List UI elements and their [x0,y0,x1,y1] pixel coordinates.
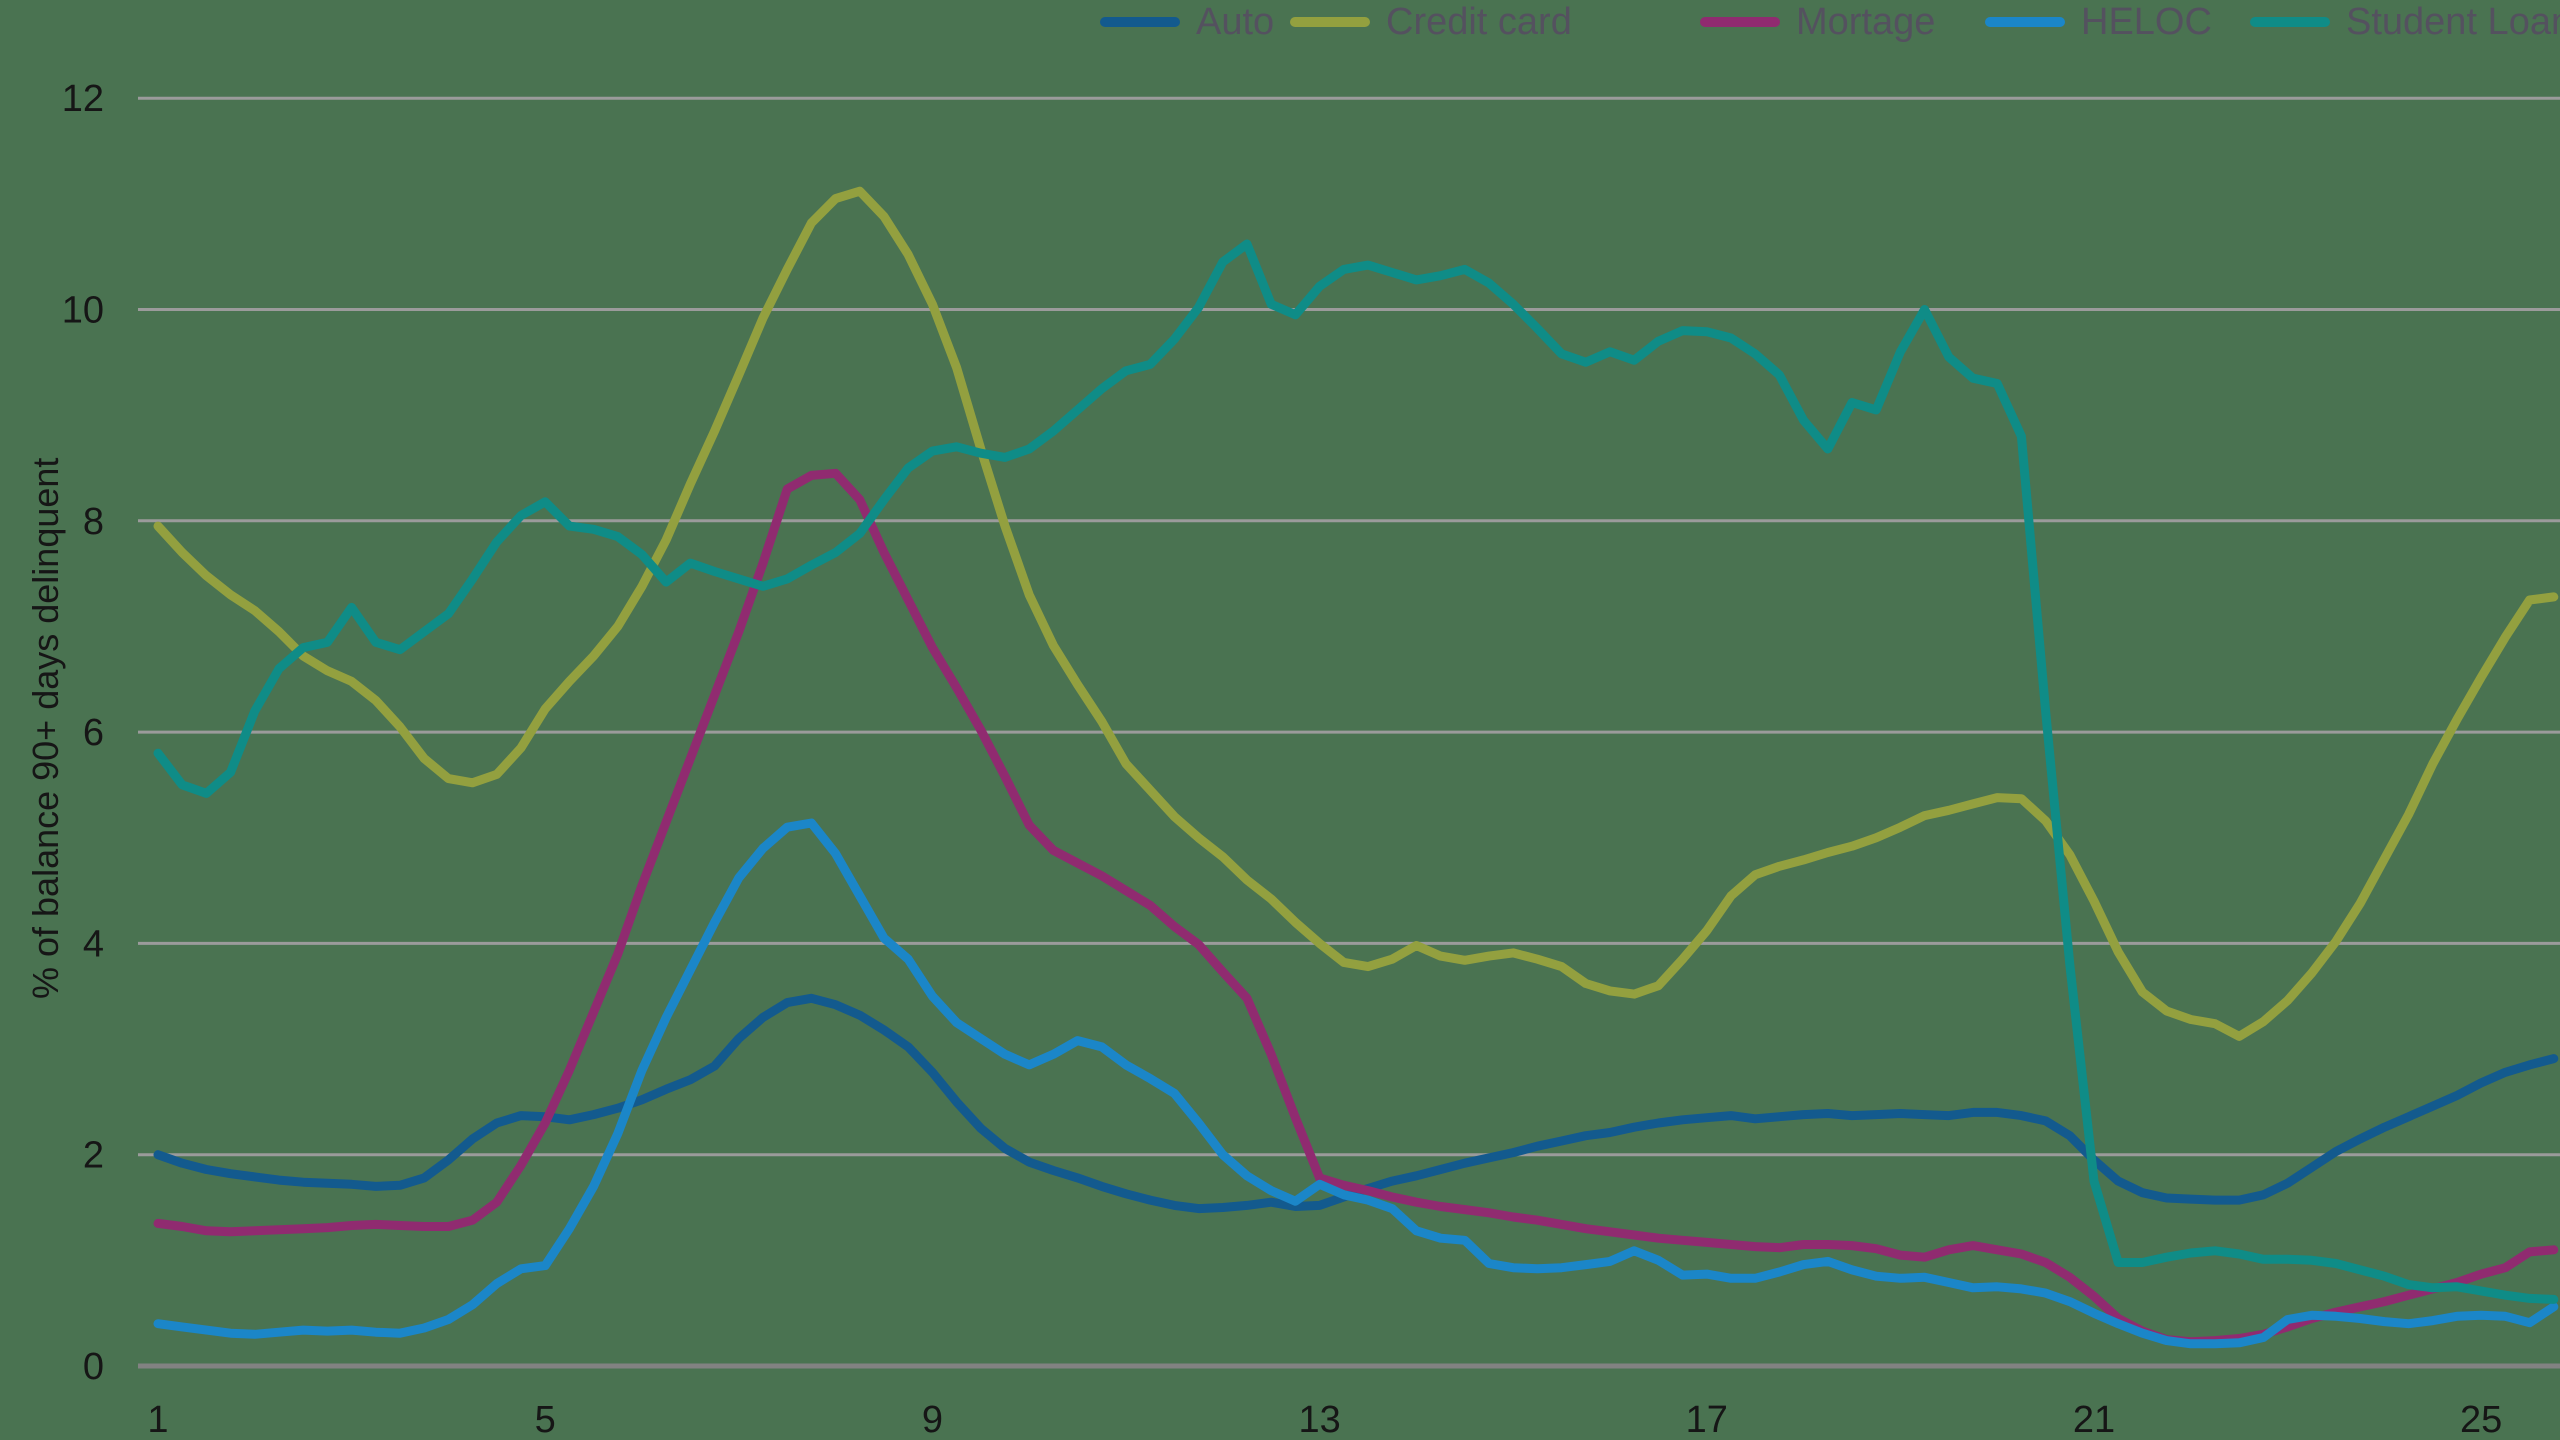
line-auto [153,993,2559,1214]
legend-swatch-credit-card [1290,17,1370,27]
x-tick-label-9: 9 [922,1399,943,1440]
x-tick-label-25: 25 [2460,1399,2502,1440]
x-tick-label-21: 21 [2073,1399,2115,1440]
legend-item-student-loan: Student Loan [2250,2,2560,42]
y-tick-label-6: 6 [83,712,104,754]
y-tick-label-4: 4 [83,923,104,965]
line-mortage [153,468,2559,1347]
legend-item-heloc: HELOC [1985,2,2212,42]
legend-item-credit-card: Credit card [1290,2,1572,42]
x-tick-label-1: 1 [147,1399,168,1440]
line-student-loan [153,239,2559,1304]
line-heloc [153,818,2559,1349]
legend-label-mortage: Mortage [1796,1,1936,43]
legend-swatch-mortage [1700,17,1780,27]
legend: Auto Credit card Mortage HELOC Student Loan [0,0,2560,44]
y-tick-label-2: 2 [83,1135,104,1177]
x-tick-label-17: 17 [1686,1399,1728,1440]
y-tick-label-12: 12 [62,78,104,120]
legend-swatch-heloc [1985,17,2065,27]
legend-label-student-loan: Student Loan [2346,1,2560,43]
legend-swatch-auto [1100,17,1180,27]
x-tick-label-13: 13 [1298,1399,1340,1440]
legend-label-credit-card: Credit card [1386,1,1572,43]
y-axis-title: % of balance 90+ days delinquent [25,457,66,999]
y-tick-label-8: 8 [83,501,104,543]
x-tick-label-5: 5 [535,1399,556,1440]
legend-item-mortage: Mortage [1700,2,1935,42]
legend-label-auto: Auto [1196,1,1275,43]
legend-label-heloc: HELOC [2081,1,2212,43]
legend-item-auto: Auto [1100,2,1274,42]
y-tick-label-10: 10 [62,290,104,332]
y-tick-label-0: 0 [83,1346,104,1388]
legend-swatch-student-loan [2250,17,2330,27]
line-credit-card [153,186,2559,1041]
